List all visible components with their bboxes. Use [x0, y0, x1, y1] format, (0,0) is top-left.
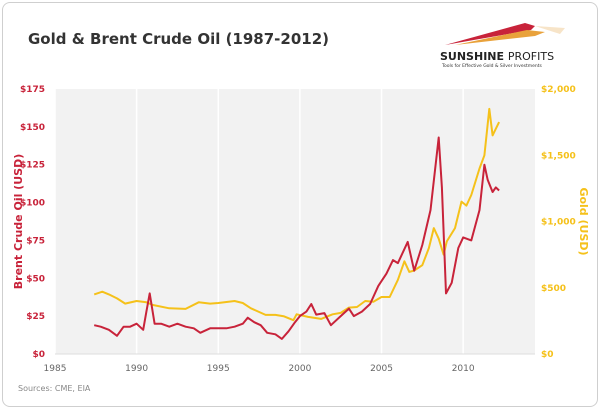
x-tick-label: 2000 — [288, 364, 311, 374]
y2-tick-label: $1,000 — [541, 218, 576, 228]
x-tick-label: 2005 — [370, 364, 393, 374]
y-tick-label: $0 — [32, 350, 45, 360]
x-tick-label: 1995 — [207, 364, 230, 374]
gold-series-line — [93, 107, 500, 322]
y-axis-label: Brent Crude Oil (USD) — [12, 154, 25, 289]
x-tick-label: 2010 — [452, 364, 475, 374]
y2-tick-label: $500 — [541, 284, 566, 294]
y-tick-label: $150 — [20, 123, 45, 133]
oil-series-line — [93, 136, 500, 340]
y-tick-label: $125 — [20, 161, 45, 171]
y2-axis-label: Gold (USD) — [577, 187, 590, 255]
brand-name: SUNSHINE PROFITS — [440, 50, 555, 63]
plot-background — [55, 89, 535, 354]
y2-tick-label: $0 — [541, 350, 554, 360]
sunshine-logo-icon — [445, 23, 565, 45]
x-tick-label: 1985 — [44, 364, 67, 374]
x-tick-label: 1990 — [125, 364, 148, 374]
y2-tick-label: $2,000 — [541, 85, 576, 95]
sources-note: Sources: CME, EIA — [18, 384, 91, 393]
y2-tick-label: $1,500 — [541, 151, 576, 161]
brand-tagline: Tools for Effective Gold & Silver Invest… — [442, 64, 542, 69]
y-tick-label: $175 — [20, 85, 45, 95]
y-tick-label: $25 — [26, 312, 45, 322]
y-tick-label: $50 — [26, 274, 45, 284]
y-tick-label: $75 — [26, 236, 45, 246]
chart-title: Gold & Brent Crude Oil (1987-2012) — [28, 30, 330, 48]
y-tick-label: $100 — [20, 199, 45, 209]
